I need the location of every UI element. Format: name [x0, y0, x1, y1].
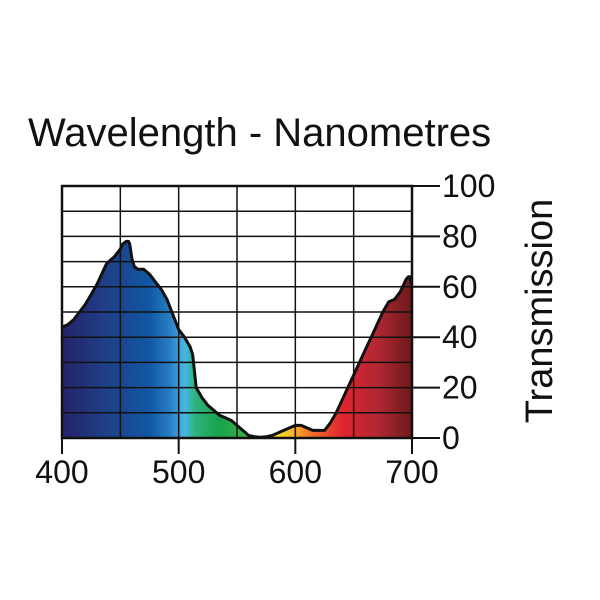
y-tick-label: 0: [442, 420, 460, 456]
transmission-area: [62, 241, 412, 438]
y-tick-label: 20: [442, 370, 478, 406]
chart-title: Wavelength - Nanometres: [28, 111, 491, 155]
y-axis-ticks: 0 20 40 60 80 100: [412, 168, 495, 456]
y-tick-label: 100: [442, 168, 495, 204]
x-tick-label: 400: [35, 454, 88, 490]
plot-frame: [60, 184, 414, 440]
x-tick-label: 600: [269, 454, 322, 490]
x-tick-label: 500: [152, 454, 205, 490]
y-tick-label: 40: [442, 319, 478, 355]
x-axis-ticks: 400 500 600 700: [35, 438, 439, 490]
x-tick-label: 700: [385, 454, 438, 490]
y-tick-label: 60: [442, 269, 478, 305]
y-axis-label: Transmission: [519, 199, 561, 424]
y-tick-label: 80: [442, 218, 478, 254]
transmission-curve: [62, 239, 412, 438]
grid-lines: [62, 186, 412, 438]
